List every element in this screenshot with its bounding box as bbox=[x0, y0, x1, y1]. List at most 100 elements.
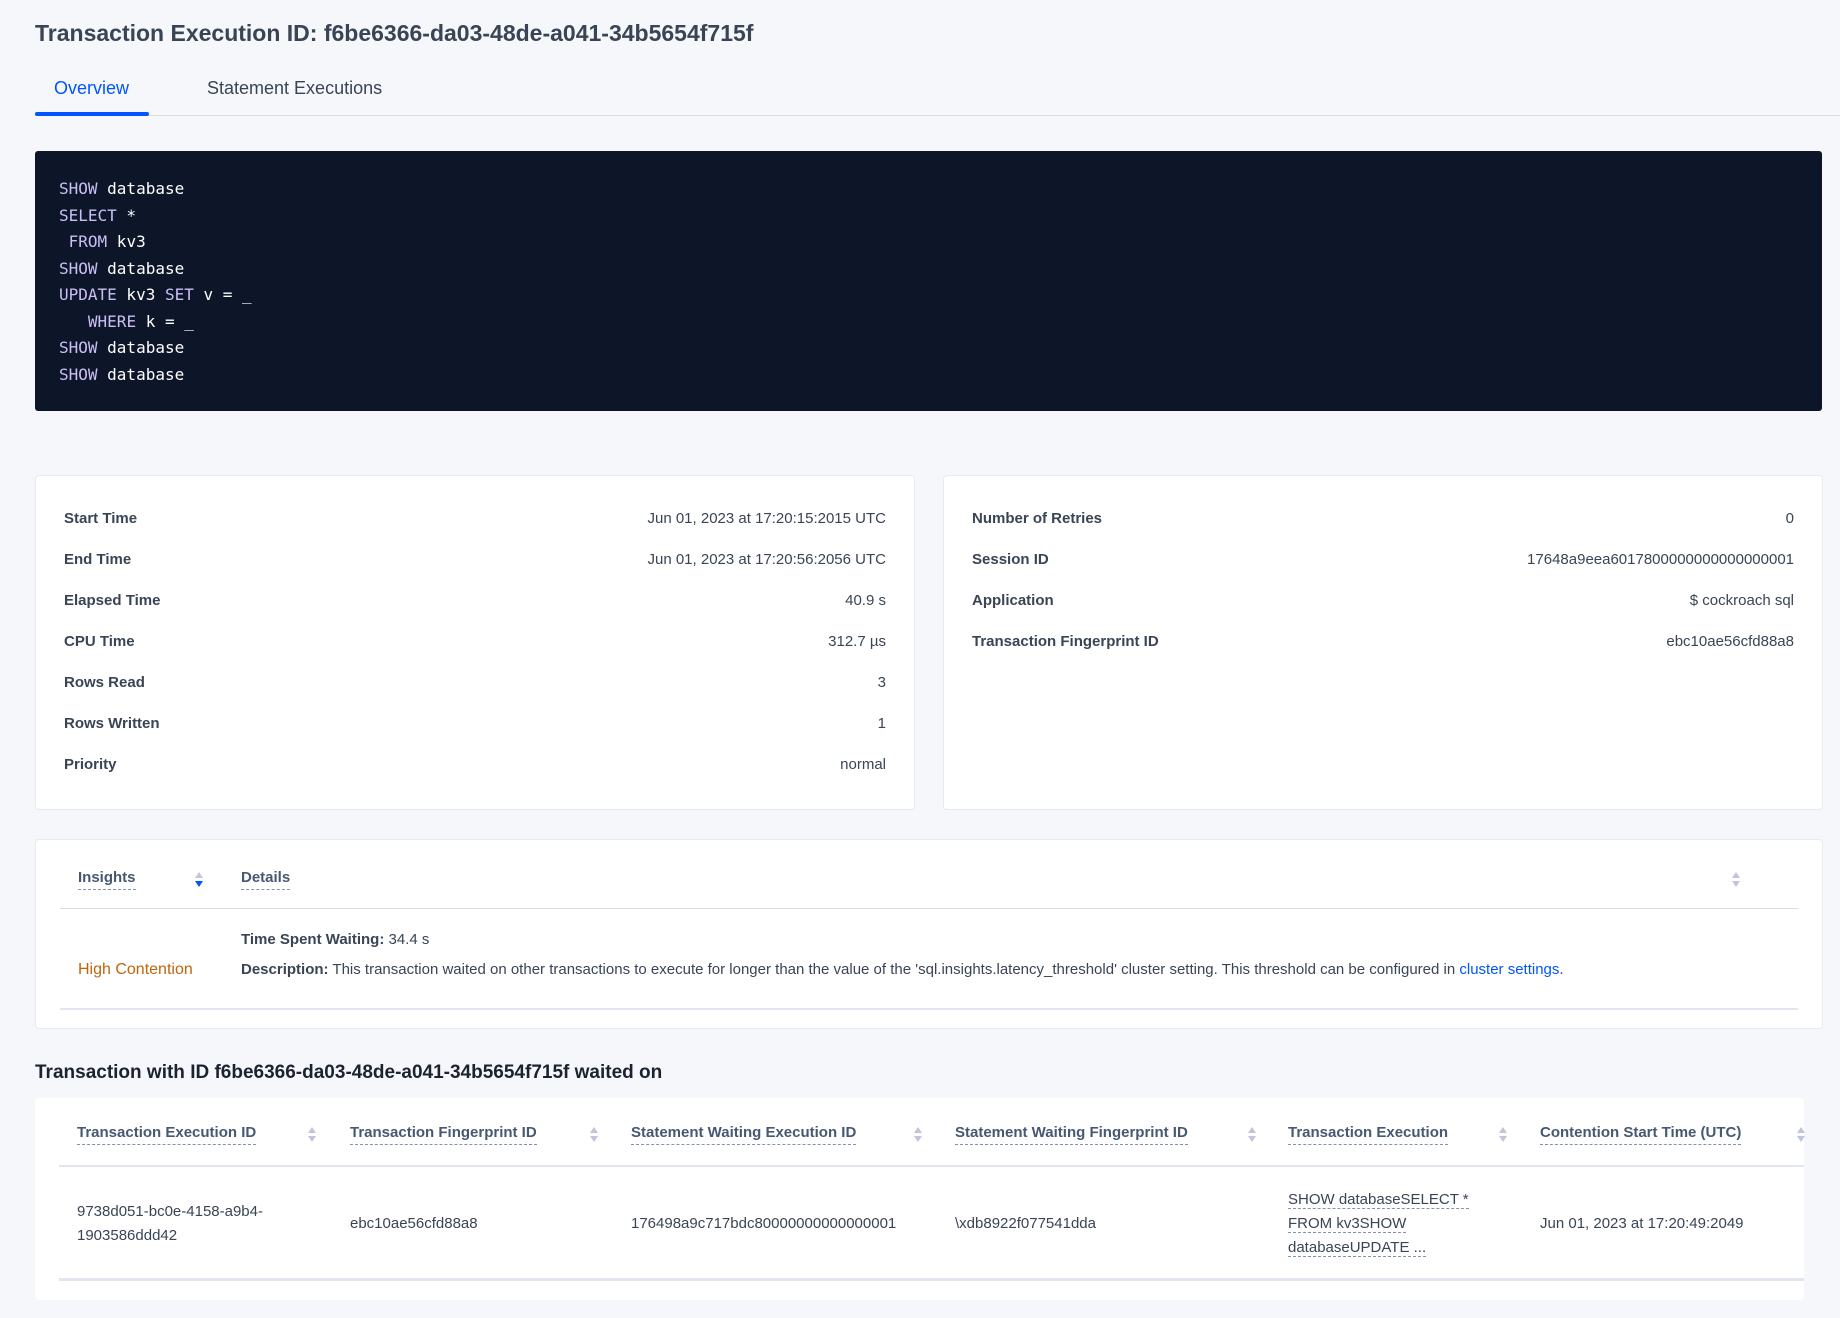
sort-icon[interactable] bbox=[1498, 1127, 1508, 1143]
desc-end: . bbox=[1559, 961, 1564, 978]
sql-text bbox=[59, 232, 69, 251]
txn-execution-cell[interactable]: SHOW databaseSELECT * FROM kv3SHOW databas… bbox=[1288, 1188, 1469, 1260]
waited-on-table: 9738d051-bc0e-4158-a9b4- 1903586ddd42 ebc… bbox=[35, 1098, 1806, 1300]
summary-value: 1 bbox=[877, 715, 886, 732]
desc-label: Description: bbox=[241, 961, 329, 978]
txn-exec-line: SHOW databaseSELECT * bbox=[1288, 1191, 1469, 1209]
divider bbox=[60, 908, 1798, 909]
sql-code-block: SHOW database SELECT * FROM kv3 SHOW datab… bbox=[35, 151, 1822, 411]
sort-icon[interactable] bbox=[913, 1127, 923, 1143]
column-header[interactable]: Transaction Fingerprint ID bbox=[350, 1124, 537, 1145]
sql-keyword: SET bbox=[164, 285, 194, 304]
summary-row: Transaction Fingerprint ID ebc10ae56cfd88… bbox=[972, 633, 1794, 653]
page-title: Transaction Execution ID: f6be6366-da03-… bbox=[35, 20, 754, 46]
summary-value: 17648a9eea6017800000000000000001 bbox=[1527, 551, 1794, 568]
tab-statement-executions[interactable]: Statement Executions bbox=[207, 78, 383, 98]
sql-text: kv3 bbox=[107, 232, 146, 251]
txn-fingerprint-link[interactable]: ebc10ae56cfd88a8 bbox=[1666, 633, 1794, 650]
summary-row: End Time Jun 01, 2023 at 17:20:56:2056 UT… bbox=[64, 551, 886, 571]
summary-row: Start Time Jun 01, 2023 at 17:20:15:2015 … bbox=[64, 510, 886, 530]
sql-keyword: SHOW bbox=[59, 364, 98, 384]
summary-value: 3 bbox=[877, 674, 886, 691]
txn-fingerprint-cell: ebc10ae56cfd88a8 bbox=[350, 1215, 478, 1232]
tab-overview[interactable]: Overview bbox=[54, 78, 130, 98]
summary-label: Elapsed Time bbox=[64, 592, 161, 609]
sql-keyword: WHERE bbox=[87, 311, 137, 331]
desc-text: This transaction waited on other transac… bbox=[328, 961, 1460, 978]
summary-value: 312.7 µs bbox=[828, 633, 886, 650]
details-column-header[interactable]: Details bbox=[241, 869, 291, 890]
column-header[interactable]: Statement Waiting Fingerprint ID bbox=[955, 1124, 1188, 1145]
sort-icon[interactable] bbox=[1796, 1127, 1806, 1143]
summary-value: normal bbox=[840, 756, 886, 773]
txn-exec-line: databaseUPDATE ... bbox=[1288, 1239, 1427, 1257]
time-spent-waiting: Time Spent Waiting: 34.4 s bbox=[241, 928, 429, 952]
code-line: UPDATE kv3 SET v = _ bbox=[59, 282, 1798, 309]
sort-icon[interactable] bbox=[1247, 1127, 1257, 1143]
code-line: WHERE k = _ bbox=[59, 309, 1798, 336]
table-bottom-divider bbox=[59, 1278, 1804, 1281]
summary-label: Transaction Fingerprint ID bbox=[972, 633, 1159, 650]
code-line: SHOW database bbox=[59, 335, 1798, 362]
summary-label: Rows Read bbox=[64, 674, 145, 691]
sql-keyword: SELECT bbox=[59, 205, 117, 225]
column-header[interactable]: Transaction Execution ID bbox=[77, 1124, 257, 1145]
insight-description: Description: This transaction waited on … bbox=[241, 958, 1564, 982]
sql-text: database bbox=[97, 338, 185, 357]
contention-start-cell: Jun 01, 2023 at 17:20:49:2049 bbox=[1540, 1215, 1744, 1232]
code-line: FROM kv3 bbox=[59, 229, 1798, 256]
summary-row: Session ID 17648a9eea60178000000000000000… bbox=[972, 551, 1794, 571]
txn-exec-id-line: 9738d051-bc0e-4158-a9b4- bbox=[77, 1203, 263, 1220]
sql-text bbox=[59, 312, 88, 331]
summary-row: CPU Time 312.7 µs bbox=[64, 633, 886, 653]
table-header-divider bbox=[59, 1165, 1804, 1167]
waited-on-heading: Transaction with ID f6be6366-da03-48de-a… bbox=[35, 1062, 663, 1083]
divider bbox=[60, 1008, 1798, 1010]
summary-row: Priority normal bbox=[64, 756, 886, 776]
sort-icon[interactable] bbox=[1731, 872, 1741, 888]
sql-keyword: SHOW bbox=[59, 179, 98, 198]
column-header[interactable]: Contention Start Time (UTC) bbox=[1540, 1124, 1742, 1145]
sql-keyword: SHOW bbox=[59, 258, 98, 278]
sql-text: database bbox=[97, 179, 185, 198]
cluster-settings-link[interactable]: cluster settings bbox=[1459, 961, 1560, 978]
active-tab-indicator bbox=[35, 112, 149, 116]
sql-text: k = _ bbox=[136, 311, 194, 331]
sql-text: kv3 bbox=[116, 285, 165, 304]
sort-icon[interactable] bbox=[307, 1127, 317, 1143]
summary-row: Application $ cockroach sql bbox=[972, 592, 1794, 612]
code-line: SELECT * bbox=[59, 203, 1798, 230]
summary-label: Priority bbox=[64, 756, 117, 773]
summary-value: $ cockroach sql bbox=[1689, 592, 1794, 609]
time-label: Time Spent Waiting: bbox=[241, 931, 385, 948]
summary-value: Jun 01, 2023 at 17:20:15:2015 UTC bbox=[647, 510, 886, 527]
summary-label: Rows Written bbox=[64, 715, 160, 732]
sort-icon[interactable] bbox=[194, 872, 204, 888]
code-line: SHOW database bbox=[59, 256, 1798, 283]
summary-card-left: Start Time Jun 01, 2023 at 17:20:15:2015 … bbox=[35, 475, 915, 810]
sql-text: * bbox=[116, 205, 137, 225]
sort-icon[interactable] bbox=[589, 1127, 599, 1143]
sql-text: v = _ bbox=[193, 285, 252, 304]
code-line: SHOW database bbox=[59, 176, 1798, 203]
code-line: SHOW database bbox=[59, 362, 1798, 389]
tab-divider bbox=[35, 115, 1840, 116]
summary-row: Rows Read 3 bbox=[64, 674, 886, 694]
summary-label: Number of Retries bbox=[972, 510, 1103, 527]
sql-keyword: FROM bbox=[68, 232, 108, 251]
summary-label: Session ID bbox=[972, 551, 1049, 568]
txn-exec-line: FROM kv3SHOW bbox=[1288, 1215, 1407, 1233]
summary-value: Jun 01, 2023 at 17:20:56:2056 UTC bbox=[647, 551, 886, 568]
summary-label: End Time bbox=[64, 551, 132, 568]
summary-label: Start Time bbox=[64, 510, 138, 527]
column-header[interactable]: Transaction Execution bbox=[1288, 1124, 1449, 1145]
insights-column-header[interactable]: Insights bbox=[78, 869, 136, 890]
txn-exec-id-cell: 9738d051-bc0e-4158-a9b4- 1903586ddd42 bbox=[77, 1200, 263, 1248]
sql-keyword: SHOW bbox=[59, 338, 98, 357]
sql-text: database bbox=[97, 364, 185, 384]
sql-keyword: UPDATE bbox=[59, 285, 117, 304]
insights-card: Insights Details High Contention Time Sp… bbox=[35, 839, 1823, 1029]
insight-type: High Contention bbox=[78, 961, 193, 978]
summary-row: Rows Written 1 bbox=[64, 715, 886, 735]
column-header[interactable]: Statement Waiting Execution ID bbox=[631, 1124, 857, 1145]
